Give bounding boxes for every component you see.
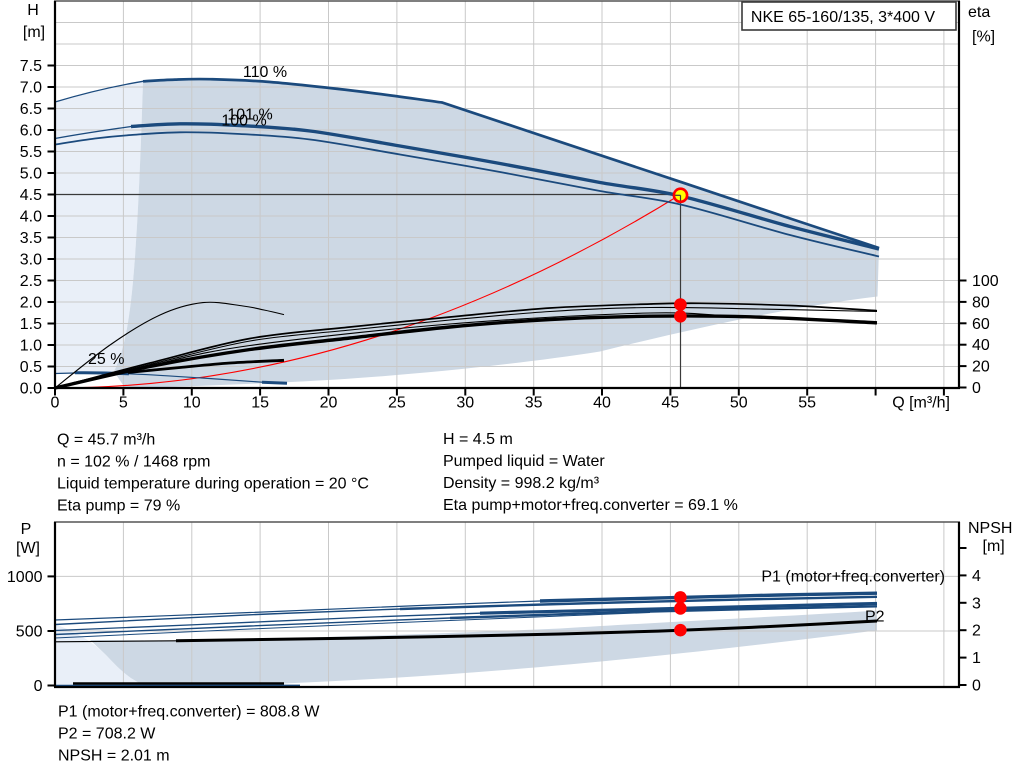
svg-text:0: 0 — [972, 380, 981, 397]
svg-text:0: 0 — [51, 395, 60, 412]
svg-text:1: 1 — [972, 650, 981, 667]
svg-text:P1 (motor+freq.converter) = 80: P1 (motor+freq.converter) = 808.8 W — [58, 704, 320, 721]
svg-text:3: 3 — [972, 595, 981, 612]
svg-text:4.0: 4.0 — [20, 209, 42, 226]
svg-text:7.5: 7.5 — [20, 58, 42, 75]
svg-text:3.5: 3.5 — [20, 230, 42, 247]
svg-text:Eta pump = 79 %: Eta pump = 79 % — [57, 498, 180, 515]
svg-text:4: 4 — [972, 568, 981, 585]
svg-text:P2 = 708.2 W: P2 = 708.2 W — [58, 726, 156, 743]
svg-text:30: 30 — [456, 395, 474, 412]
svg-text:4.5: 4.5 — [20, 187, 42, 204]
svg-text:[m]: [m] — [983, 538, 1005, 555]
svg-text:H: H — [27, 2, 39, 19]
svg-text:eta: eta — [968, 4, 990, 21]
svg-text:P2: P2 — [865, 609, 885, 626]
svg-text:20: 20 — [972, 359, 990, 376]
svg-text:Q [m³/h]: Q [m³/h] — [892, 395, 950, 412]
svg-text:6.5: 6.5 — [20, 101, 42, 118]
svg-text:[W]: [W] — [16, 540, 40, 557]
svg-text:100 %: 100 % — [221, 113, 266, 130]
svg-text:NPSH: NPSH — [968, 520, 1012, 537]
svg-text:10: 10 — [183, 395, 201, 412]
svg-text:0.5: 0.5 — [20, 359, 42, 376]
svg-text:Eta pump+motor+freq.converter: Eta pump+motor+freq.converter = 69.1 % — [443, 497, 738, 514]
svg-text:[m]: [m] — [23, 24, 45, 41]
svg-text:5.0: 5.0 — [20, 166, 42, 183]
svg-text:NPSH = 2.01 m: NPSH = 2.01 m — [58, 748, 170, 765]
svg-text:3.0: 3.0 — [20, 252, 42, 269]
svg-text:40: 40 — [972, 337, 990, 354]
svg-text:P1 (motor+freq.converter): P1 (motor+freq.converter) — [761, 569, 945, 586]
svg-text:[%]: [%] — [972, 29, 995, 46]
svg-text:100: 100 — [972, 273, 999, 290]
svg-text:NKE 65-160/135, 3*400 V: NKE 65-160/135, 3*400 V — [751, 9, 935, 26]
svg-text:500: 500 — [16, 623, 43, 640]
svg-text:35: 35 — [525, 395, 543, 412]
svg-text:20: 20 — [320, 395, 338, 412]
svg-text:45: 45 — [662, 395, 680, 412]
svg-text:Density = 998.2 kg/m³: Density = 998.2 kg/m³ — [443, 475, 600, 492]
svg-text:101 %: 101 % — [227, 107, 272, 124]
svg-text:15: 15 — [251, 395, 269, 412]
svg-text:H = 4.5 m: H = 4.5 m — [443, 431, 513, 448]
svg-text:0: 0 — [972, 678, 981, 695]
svg-text:Liquid temperature during oper: Liquid temperature during operation = 20… — [57, 476, 369, 493]
svg-text:5: 5 — [119, 395, 128, 412]
svg-text:1.0: 1.0 — [20, 338, 42, 355]
svg-text:5.5: 5.5 — [20, 144, 42, 161]
svg-text:Q = 45.7 m³/h: Q = 45.7 m³/h — [57, 432, 155, 449]
svg-text:25: 25 — [388, 395, 406, 412]
svg-text:1000: 1000 — [7, 569, 43, 586]
svg-text:1.5: 1.5 — [20, 316, 42, 333]
svg-text:110 %: 110 % — [243, 64, 287, 81]
svg-text:2.5: 2.5 — [20, 273, 42, 290]
svg-text:60: 60 — [972, 316, 990, 333]
svg-text:0.0: 0.0 — [20, 381, 42, 398]
svg-text:P: P — [21, 521, 32, 538]
svg-text:2: 2 — [972, 623, 981, 640]
svg-text:80: 80 — [972, 294, 990, 311]
svg-text:7.0: 7.0 — [20, 80, 42, 97]
svg-text:55: 55 — [798, 395, 816, 412]
svg-text:Pumped liquid = Water: Pumped liquid = Water — [443, 453, 605, 470]
svg-text:6.0: 6.0 — [20, 123, 42, 140]
svg-text:2.0: 2.0 — [20, 295, 42, 312]
svg-text:0: 0 — [34, 678, 43, 695]
svg-text:40: 40 — [593, 395, 611, 412]
svg-text:25 %: 25 % — [88, 351, 124, 368]
svg-text:n = 102 % / 1468 rpm: n = 102 % / 1468 rpm — [57, 454, 210, 471]
svg-text:50: 50 — [730, 395, 748, 412]
